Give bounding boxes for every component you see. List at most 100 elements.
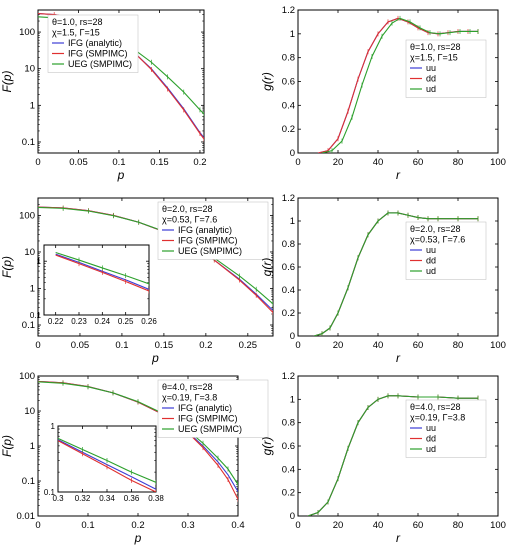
- f2-x-tick-label: 0.25: [239, 340, 258, 351]
- legend-label-uu: uu: [426, 245, 436, 255]
- y-axis-label: F(p): [0, 71, 14, 93]
- f1-y-tick-label: 10: [24, 64, 35, 75]
- legend-title-line: χ=1.5, Γ=15: [52, 28, 100, 38]
- legend-box: [405, 39, 487, 98]
- y-axis-label: F(p): [0, 256, 14, 278]
- g2-y-tick-label: 0: [290, 331, 295, 342]
- legend-box: [157, 379, 269, 438]
- g1-y-tick-label: 1.2: [282, 5, 295, 16]
- f1-y-tick-label: 100: [19, 27, 35, 38]
- inset-f2-series-group: [55, 251, 149, 294]
- g2-y-tick-label: 1.2: [282, 193, 295, 204]
- f1-y-tick-label: 1: [30, 100, 35, 111]
- g1-y-tick-label: 0.2: [282, 124, 295, 135]
- g1-series-group: [317, 15, 479, 153]
- g3-y-tick-label: 0.2: [282, 488, 295, 499]
- inset-f2: 0.22 0.23 0.24 0.25 0.26 0.1 1: [30, 244, 157, 326]
- legend-label-dd: dd: [426, 434, 436, 444]
- g1-y-tick-label: 0.6: [282, 77, 295, 88]
- legend-label-uu: uu: [426, 423, 436, 433]
- f3-x-tick-label: 0.2: [131, 520, 144, 531]
- legend-label-ifg-smpimc-: IFG (SMPIMC): [68, 49, 128, 59]
- g2-y-tick-label: 0.2: [282, 308, 295, 319]
- legend-title-line: θ=2.0, rs=28: [162, 204, 213, 214]
- panel-g1: 0 20 40 60 80 100 0 0.2 0.4 0.6 0.8 1 1.2 r g(r) θ=1.0,…: [260, 5, 506, 182]
- g2-y-tick-label: 0.4: [282, 285, 295, 296]
- inset-f3-y-tick-label: 1: [51, 422, 56, 431]
- g3-x-tick-label: 60: [413, 520, 424, 531]
- inset-f3-x-tick-label: 0.36: [124, 494, 140, 503]
- g3-y-tick-label: 0.6: [282, 441, 295, 452]
- x-axis-label: r: [396, 531, 401, 545]
- legend-label-ueg-smpimc-: UEG (SMPIMC): [178, 246, 242, 256]
- g2-x-tick-label: 0: [295, 340, 300, 351]
- legend-title-line: θ=4.0, rs=28: [162, 382, 213, 392]
- f2-y-tick-label: 10: [24, 247, 35, 258]
- legend-label-ifg-analytic-: IFG (analytic): [68, 38, 122, 48]
- f3-y-tick-label: 10: [24, 406, 35, 417]
- g1-x-tick-label: 60: [413, 157, 424, 168]
- g3-x-tick-label: 100: [490, 520, 506, 531]
- y-axis-label: g(r): [260, 258, 274, 277]
- f1-y-tick-label: 0.1: [22, 137, 35, 148]
- f3-x-tick-label: 0.3: [181, 520, 194, 531]
- inset-f3-x-tick-label: 0.38: [148, 494, 164, 503]
- legend-title-line: θ=1.0, rs=28: [52, 17, 103, 27]
- g3-series-line-ud: [307, 395, 478, 516]
- inset-f2-y-tick-label: 1: [37, 257, 42, 266]
- inset-f2-x-tick-label: 0.24: [95, 317, 111, 326]
- legend-title-line: θ=2.0, rs=28: [410, 224, 461, 234]
- f3-x-tick-label: 0: [35, 520, 40, 531]
- panel-g3: 0 20 40 60 80 100 0 0.2 0.4 0.6 0.8 1 1.2 r g(r) θ=4.0,…: [260, 371, 506, 545]
- legend-box: [405, 399, 487, 458]
- g1-x-tick-label: 100: [490, 157, 506, 168]
- f2-y-tick-label: 1: [30, 283, 35, 294]
- g3-x-tick-label: 40: [373, 520, 384, 531]
- inset-f2-y-tick-label: 0.1: [30, 311, 42, 320]
- f2-x-tick-label: 0.05: [71, 340, 90, 351]
- f3-y-tick-label: 0.01: [17, 511, 36, 522]
- g2-x-tick-label: 100: [490, 340, 506, 351]
- legend-label-ud: ud: [426, 444, 436, 454]
- x-axis-label: r: [396, 168, 401, 182]
- inset-f2-x-tick-label: 0.22: [48, 317, 64, 326]
- inset-f3-x-tick-label: 0.34: [99, 494, 115, 503]
- g3-y-tick-label: 1.2: [282, 371, 295, 382]
- y-axis-label: F(p): [0, 435, 14, 457]
- g2-y-tick-label: 0.8: [282, 239, 295, 250]
- g1-x-tick-label: 20: [333, 157, 344, 168]
- legend-label-ifg-smpimc-: IFG (SMPIMC): [178, 414, 238, 424]
- legend-title-line: θ=4.0, rs=28: [410, 402, 461, 412]
- inset-f3-x-tick-label: 0.32: [75, 494, 91, 503]
- legend-title-line: χ=1.5, Γ=15: [410, 53, 458, 63]
- panel-g2: 0 20 40 60 80 100 0 0.2 0.4 0.6 0.8 1 1.2 r g(r) θ=2.0,…: [260, 193, 506, 365]
- legend-label-ud: ud: [426, 84, 436, 94]
- x-axis-label: p: [134, 531, 142, 545]
- g3-y-tick-label: 0.8: [282, 418, 295, 429]
- legend-box: [405, 221, 487, 280]
- legend-box: [157, 201, 269, 260]
- inset-f3-series-group: [58, 437, 156, 492]
- legend-label-ud: ud: [426, 266, 436, 276]
- legend-label-ifg-smpimc-: IFG (SMPIMC): [178, 236, 238, 246]
- g2-series-group: [313, 210, 479, 336]
- g1-x-tick-label: 80: [453, 157, 464, 168]
- g2-series-line-ud: [313, 212, 478, 336]
- f3-y-tick-label: 100: [19, 371, 35, 382]
- y-axis-label: g(r): [260, 72, 274, 91]
- f2-y-tick-label: 100: [19, 210, 35, 221]
- g1-y-tick-label: 0.8: [282, 53, 295, 64]
- g3-x-tick-label: 20: [333, 520, 344, 531]
- g2-y-tick-label: 1: [290, 216, 295, 227]
- f2-x-tick-label: 0.15: [155, 340, 174, 351]
- f1-x-tick-label: 0.1: [112, 157, 125, 168]
- f3-x-tick-label: 0.4: [231, 520, 244, 531]
- g3-y-tick-label: 0.4: [282, 464, 295, 475]
- panel-f1: 0 0.05 0.1 0.15 0.2 0.1 1 10 100 p F(p) θ=1.0, rs=2…: [0, 9, 207, 182]
- f3-x-tick-label: 0.1: [81, 520, 94, 531]
- inset-f3-y-tick-label: 0.1: [44, 488, 56, 497]
- f3-y-tick-label: 1: [30, 441, 35, 452]
- g3-y-tick-label: 0: [290, 511, 295, 522]
